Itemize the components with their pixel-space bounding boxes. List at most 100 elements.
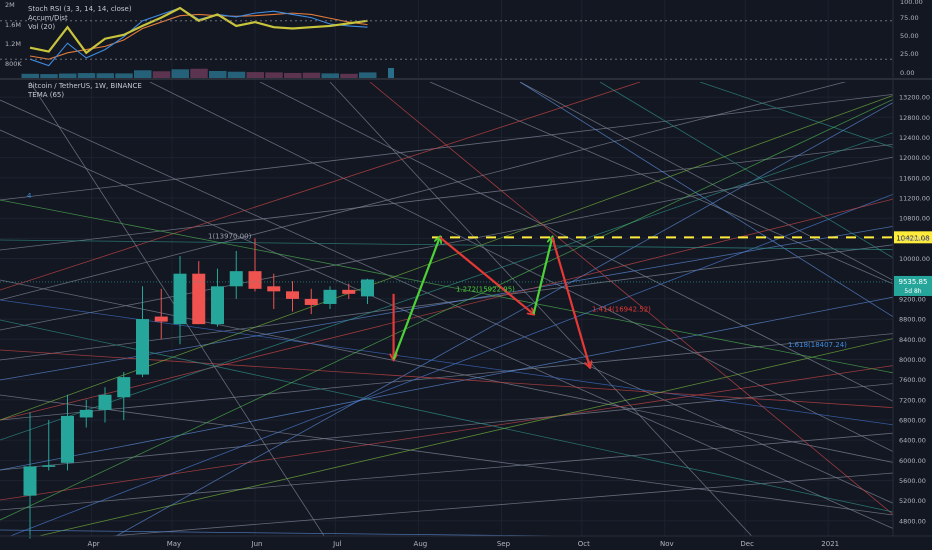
- candle-body: [229, 271, 243, 287]
- volume-bar: [59, 73, 77, 78]
- volume-bar: [134, 70, 152, 78]
- y-tick-label: 5600.00: [899, 477, 926, 485]
- volume-bar: [359, 72, 377, 78]
- y-tick-label: 6400.00: [899, 437, 926, 445]
- trend-line: [0, 82, 847, 301]
- trend-line: [0, 156, 893, 331]
- candle: [342, 283, 356, 299]
- trend-line: [0, 98, 893, 521]
- candle: [173, 256, 187, 345]
- volume-bars: [21, 68, 394, 78]
- volume-scale-label: 1.2M: [5, 40, 21, 48]
- current-price-tag: [894, 275, 932, 296]
- candle: [323, 286, 337, 309]
- candle-body: [211, 286, 224, 325]
- candle-body: [173, 273, 187, 325]
- trend-line: [0, 279, 893, 463]
- trend-line: [37, 338, 893, 536]
- y-tick-label: 8800.00: [899, 316, 926, 324]
- y-tick-label: 10400.00: [899, 235, 930, 243]
- volume-label[interactable]: Vol (20): [28, 23, 56, 31]
- volume-bar: [77, 73, 96, 78]
- projected-arrow-down: [551, 237, 590, 367]
- y-tick-label: 12800.00: [899, 114, 930, 122]
- trend-line: [0, 394, 893, 516]
- trend-line: [106, 472, 893, 536]
- candle: [136, 286, 149, 378]
- price-legend: Bitcoin / TetherUS, 1W, BINANCE TEMA (65…: [28, 82, 142, 100]
- current-price-label: 9535.85: [899, 278, 928, 286]
- candle-body: [61, 415, 74, 463]
- trend-line: [369, 82, 893, 515]
- oscillator-scale-label: 25.00: [900, 50, 919, 58]
- x-tick-label: May: [167, 540, 181, 548]
- stoch-rsi-label[interactable]: Stoch RSI (3, 3, 14, 14, close): [28, 5, 132, 13]
- trend-line: [0, 129, 893, 529]
- trend-line: [115, 102, 893, 536]
- candle-body: [361, 279, 374, 297]
- candle-body: [267, 286, 281, 292]
- volume-scale-label: 800K: [5, 60, 22, 68]
- candle: [23, 412, 37, 539]
- candle-body: [42, 465, 56, 467]
- trend-line: [699, 82, 893, 148]
- volume-bar: [40, 74, 58, 78]
- volume-bar: [302, 72, 321, 78]
- candle-body: [79, 409, 93, 418]
- fib-extension-labels: 1(13970.00) 1.272(15922.95) 1.414(16942.52…: [27, 192, 847, 349]
- candle: [248, 238, 262, 292]
- y-tick-label: 7600.00: [899, 376, 926, 384]
- trend-line: [0, 95, 893, 421]
- trend-line: [0, 143, 893, 251]
- trend-line: [0, 82, 641, 291]
- fib-label: 1(13970.00): [208, 232, 252, 240]
- projected-path-arrows: [394, 237, 590, 367]
- volume-bar: [209, 71, 227, 78]
- trend-line: [599, 82, 893, 259]
- x-tick-label: 2021: [821, 540, 839, 548]
- volume-bar: [284, 72, 302, 78]
- x-tick-label: Sep: [497, 540, 511, 548]
- oscillator-scale-label: 50.00: [900, 32, 919, 40]
- candle: [361, 278, 374, 304]
- trend-line: [519, 82, 893, 281]
- trend-line: [0, 132, 893, 441]
- volume-bar: [190, 68, 208, 78]
- candle: [42, 419, 56, 471]
- volume-scale-label: 2M: [5, 1, 15, 9]
- trend-line: [429, 82, 893, 285]
- axes: 4800.00 5200.00 5600.00 6000.00 6400.00 6800.…: [5, 0, 930, 548]
- candle-body: [286, 291, 299, 299]
- x-tick-label: Jun: [251, 540, 263, 548]
- candle-body: [192, 273, 206, 325]
- marker-label: 4: [27, 192, 32, 200]
- y-tick-label: 4800.00: [899, 517, 926, 525]
- x-tick-label: Dec: [740, 540, 754, 548]
- oscillator-scale-label: 75.00: [900, 14, 919, 22]
- accum-dist-label[interactable]: Accum/Dist: [28, 14, 68, 22]
- trend-line: [149, 82, 893, 453]
- fib-label: 1.618(18407.24): [788, 341, 847, 349]
- candle: [154, 288, 168, 340]
- fib-label: 1.414(16942.52): [592, 306, 651, 314]
- trend-line: [0, 383, 893, 471]
- trend-line: [259, 82, 893, 402]
- candle: [211, 268, 224, 327]
- y-tick-label: 11200.00: [899, 195, 930, 203]
- accum_dist-line: [29, 6, 368, 55]
- trend-line: [0, 199, 893, 374]
- indicator-legend: Stoch RSI (3, 3, 14, 14, close) Accum/Di…: [28, 5, 132, 32]
- volume-bar: [152, 71, 171, 78]
- volume-bar: [321, 73, 339, 78]
- volume-bar: [388, 68, 394, 78]
- gann-fan-lines: [0, 82, 893, 536]
- x-tick-label: Oct: [578, 540, 590, 548]
- symbol-title[interactable]: Bitcoin / TetherUS, 1W, BINANCE: [28, 82, 142, 90]
- projected-arrow-down: [439, 236, 534, 314]
- candle-body: [323, 289, 337, 304]
- candle-body: [98, 394, 112, 410]
- candle: [267, 273, 281, 309]
- trend-line: [519, 82, 893, 318]
- tema-label[interactable]: TEMA (65): [28, 91, 65, 99]
